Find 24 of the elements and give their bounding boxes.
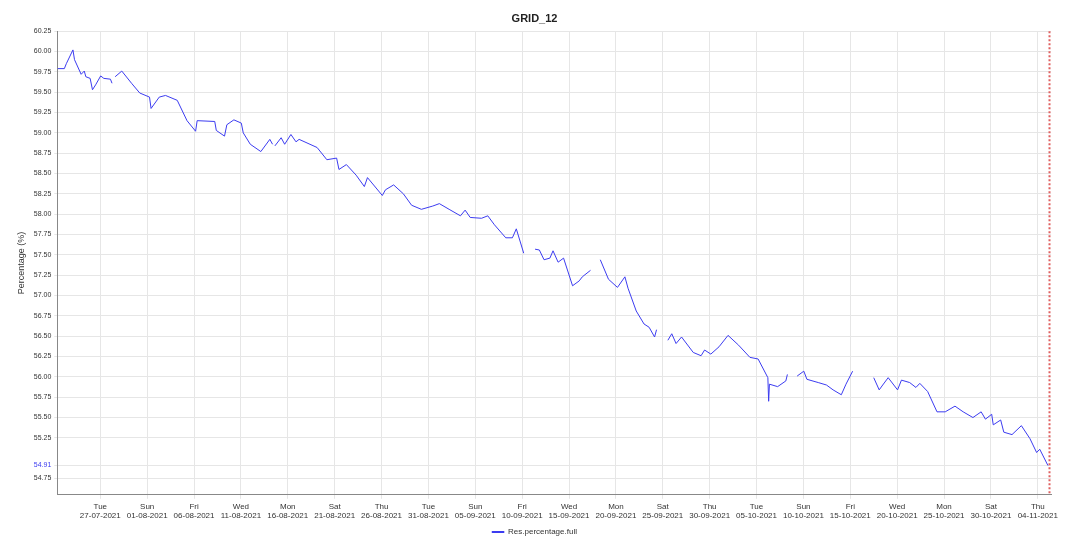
x-tick-label: Fri 15-10-2021 (829, 501, 872, 521)
x-tick-label: Thu 30-09-2021 (689, 501, 731, 521)
x-tick-label: Tue 31-08-2021 (407, 501, 450, 521)
x-tick-label: Thu 04-11-2021 (1017, 501, 1059, 521)
x-tick-label: Mon 16-08-2021 (267, 501, 309, 521)
x-tick-label: Sat 21-08-2021 (314, 501, 356, 521)
x-tick-label: Thu 26-08-2021 (361, 501, 403, 521)
x-tick-label: Sun 10-10-2021 (782, 501, 825, 521)
chart-title: GRID_12 (511, 11, 558, 24)
x-tick-label: Sun 05-09-2021 (454, 501, 497, 521)
legend-label: Res.percentage.full (508, 527, 578, 537)
x-tick-label: Fri 06-08-2021 (173, 501, 216, 521)
x-tick-label: Wed 11-08-2021 (220, 501, 262, 521)
x-tick-label: Sat 30-10-2021 (970, 501, 1012, 521)
x-tick-label: Wed 20-10-2021 (876, 501, 919, 521)
x-tick-label: Sun 01-08-2021 (126, 501, 169, 521)
y-axis-title: Percentage (%) (15, 231, 26, 295)
x-tick-label: Mon 25-10-2021 (923, 501, 966, 521)
x-tick-label: Mon 20-09-2021 (595, 501, 637, 521)
x-tick-label: Sat 25-09-2021 (642, 501, 684, 521)
x-tick-label: Tue 27-07-2021 (79, 501, 122, 521)
x-tick-label: Wed 15-09-2021 (548, 501, 591, 521)
x-tick-label: Tue 05-10-2021 (736, 501, 778, 521)
x-tick-label: Fri 10-09-2021 (501, 501, 544, 521)
